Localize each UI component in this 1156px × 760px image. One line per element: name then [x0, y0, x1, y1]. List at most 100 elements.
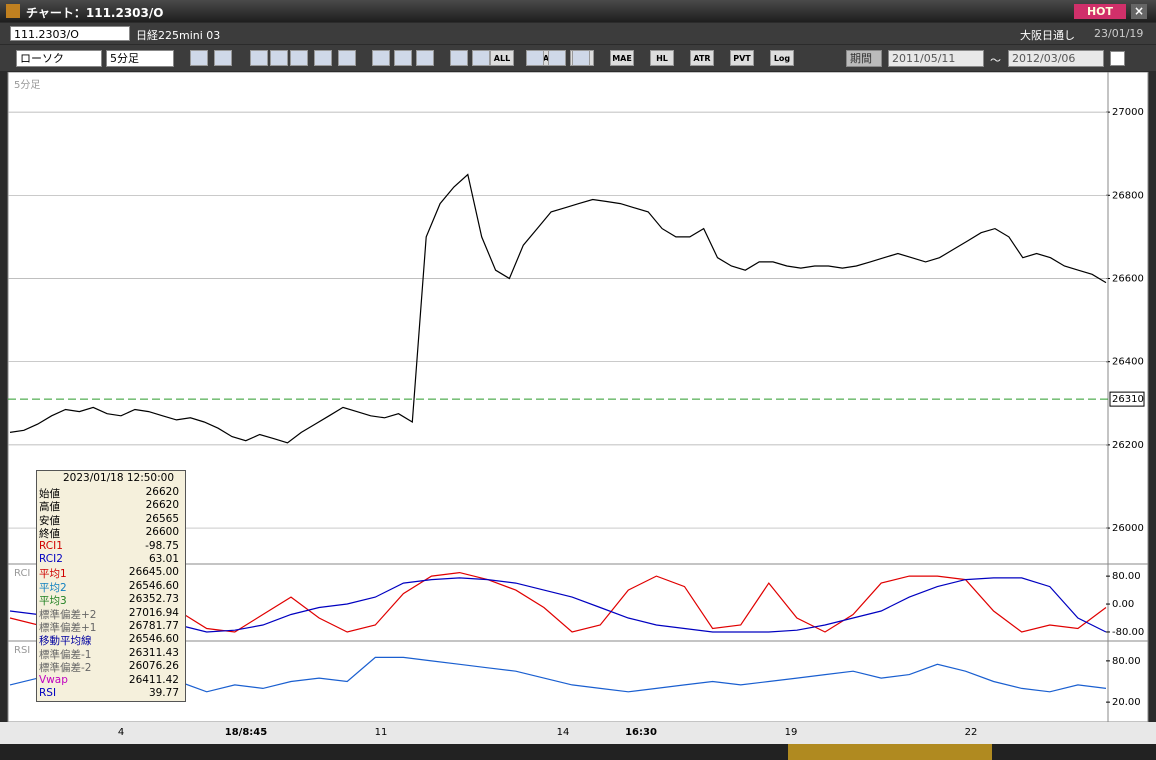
- toolbar-icon[interactable]: [472, 50, 490, 66]
- toolbar-icon[interactable]: [338, 50, 356, 66]
- session-label: 大阪日通し: [1020, 29, 1075, 42]
- toolbar-icon[interactable]: [270, 50, 288, 66]
- info-label: 平均3: [39, 595, 67, 608]
- hot-button[interactable]: HOT: [1074, 4, 1126, 19]
- info-value: 26645.00: [128, 566, 179, 579]
- toolbar-icon[interactable]: [250, 50, 268, 66]
- x-tick-label: 18/8:45: [225, 727, 267, 738]
- close-button[interactable]: ×: [1131, 4, 1147, 19]
- panel-title: 5分足: [14, 79, 40, 91]
- toolbar-button[interactable]: MAE: [610, 50, 634, 66]
- info-label: Vwap: [39, 673, 68, 686]
- toolbar-button[interactable]: ALL: [490, 50, 514, 66]
- info-label: 標準偏差-1: [39, 648, 92, 661]
- info-label: 平均1: [39, 568, 67, 581]
- info-box: 2023/01/18 12:50:00 始値 26620 高値 26620 安値 2656…: [36, 470, 186, 702]
- info-row: RCI1 -98.75: [39, 540, 181, 553]
- symbol-name: 日経225mini 03: [136, 29, 221, 42]
- info-row: 標準偏差-1 26311.43: [39, 646, 181, 661]
- panel-title: RCI: [14, 568, 30, 579]
- info-value: 27016.94: [128, 606, 179, 619]
- y-tick-label: 26800: [1112, 190, 1144, 201]
- info-label: 始値: [39, 488, 60, 500]
- info-label: 移動平均線: [39, 635, 92, 648]
- y-tick-label: 80.00: [1112, 656, 1141, 667]
- info-row: 安値 26565: [39, 512, 181, 527]
- info-label: 高値: [39, 501, 60, 514]
- info-label: 標準偏差+2: [39, 608, 97, 621]
- symbol-field[interactable]: 111.2303/O: [10, 26, 130, 41]
- info-label: 終値: [39, 528, 60, 541]
- style-select[interactable]: ローソク: [16, 50, 102, 67]
- toolbar-button[interactable]: PVT: [730, 50, 754, 66]
- title-bar: チャート：111.2303/O HOT ×: [0, 0, 1156, 22]
- toolbar-icon[interactable]: [290, 50, 308, 66]
- info-label: 安値: [39, 514, 60, 527]
- y-tick-label: 27000: [1112, 107, 1144, 118]
- info-label: 標準偏差+1: [39, 622, 97, 634]
- info-value: 26565: [145, 512, 179, 525]
- info-row: 標準偏差-2 26076.26: [39, 660, 181, 675]
- toolbar-icon[interactable]: [190, 50, 208, 66]
- y-tick-label: 26400: [1112, 357, 1144, 368]
- info-value: 26546.60: [128, 579, 179, 592]
- from-date[interactable]: 2011/05/11: [888, 50, 984, 67]
- toolbar-icon[interactable]: [450, 50, 468, 66]
- toolbar-icon[interactable]: [394, 50, 412, 66]
- info-value: 39.77: [148, 687, 179, 699]
- date-label: 23/01/19: [1094, 27, 1144, 40]
- info-row: 高値 26620: [39, 499, 181, 514]
- info-row: Vwap 26411.42: [39, 674, 181, 687]
- toolbar-icon[interactable]: [548, 50, 566, 66]
- tilde: ～: [990, 54, 1001, 67]
- info-value: 26311.43: [128, 646, 179, 659]
- info-value: -98.75: [145, 539, 179, 552]
- chart-area: [7, 72, 1149, 723]
- info-value: 26546.60: [128, 633, 179, 646]
- info-label: RCI1: [39, 539, 63, 552]
- info-row: RCI2 63.01: [39, 553, 181, 566]
- toolbar-button[interactable]: ATR: [690, 50, 714, 66]
- info-row: 標準偏差+1 26781.77: [39, 620, 181, 634]
- toolbar-icon[interactable]: [526, 50, 544, 66]
- interval-select[interactable]: 5分足: [106, 50, 174, 67]
- checkbox[interactable]: [1110, 51, 1125, 66]
- info-value: 26600: [145, 526, 179, 539]
- series-line: [9, 173, 1107, 444]
- toolbar-button[interactable]: Log: [770, 50, 794, 66]
- toolbar-icon[interactable]: [314, 50, 332, 66]
- x-tick-label: 19: [785, 727, 798, 738]
- toolbar-button[interactable]: HL: [650, 50, 674, 66]
- info-value: 26352.73: [128, 593, 179, 606]
- info-value: 63.01: [148, 553, 179, 565]
- y-tick-label: 20.00: [1112, 697, 1141, 708]
- window-title: チャート：111.2303/O: [26, 6, 164, 20]
- info-value: 26781.77: [128, 620, 179, 632]
- info-row: 移動平均線 26546.60: [39, 633, 181, 648]
- toolbar-icon[interactable]: [214, 50, 232, 66]
- info-label: RCI2: [39, 553, 63, 565]
- series-line: [9, 656, 1107, 693]
- info-row: 標準偏差+2 27016.94: [39, 606, 181, 621]
- to-date[interactable]: 2012/03/06: [1008, 50, 1104, 67]
- info-label: RSI: [39, 687, 57, 699]
- scroll-thumb[interactable]: [788, 744, 992, 760]
- x-tick-label: 11: [375, 727, 388, 738]
- y-tick-label: 0.00: [1112, 599, 1134, 610]
- x-tick-label: 22: [965, 727, 978, 738]
- y-tick-label: 26000: [1112, 523, 1144, 534]
- toolbar-row-1: 111.2303/O 日経225mini 03 大阪日通し 23/01/19: [0, 23, 1156, 44]
- info-label: 標準偏差-2: [39, 662, 92, 675]
- x-axis-bar: [0, 722, 1156, 744]
- app-icon: [6, 4, 20, 18]
- toolbar-icon[interactable]: [416, 50, 434, 66]
- x-tick-label: 4: [118, 727, 124, 738]
- period-button[interactable]: 期間: [846, 50, 882, 67]
- toolbar-icon[interactable]: [572, 50, 590, 66]
- info-row: 平均1 26645.00: [39, 566, 181, 581]
- info-datetime: 2023/01/18 12:50:00: [63, 472, 175, 484]
- series-line: [9, 571, 1107, 633]
- info-label: 平均2: [39, 581, 67, 594]
- toolbar-icon[interactable]: [372, 50, 390, 66]
